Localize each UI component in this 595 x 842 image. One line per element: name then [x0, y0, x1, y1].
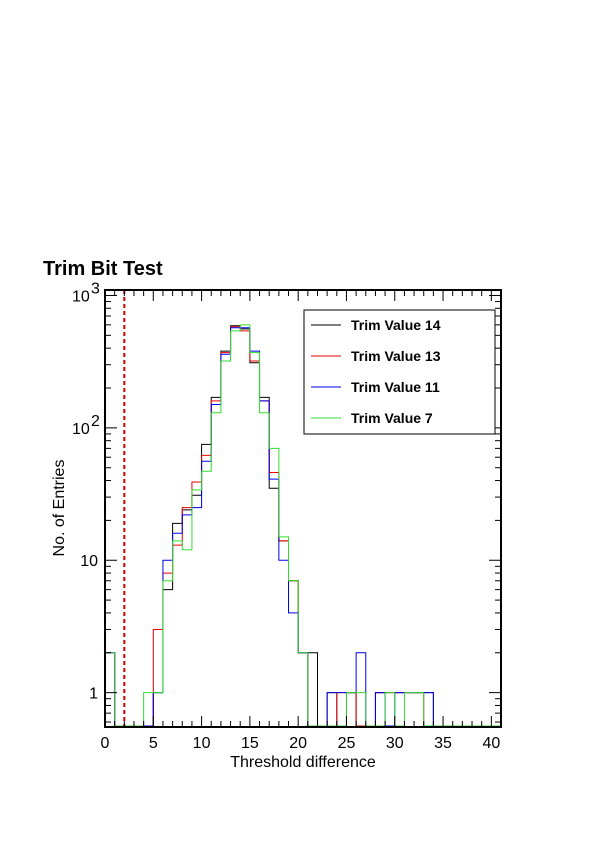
x-tick-label: 20: [289, 735, 307, 752]
x-axis-label: Threshold difference: [230, 754, 376, 771]
y-tick-exponent: 2: [91, 413, 100, 430]
chart-title: Trim Bit Test: [43, 258, 163, 280]
x-tick-label: 0: [101, 735, 110, 752]
x-tick-label: 15: [241, 735, 259, 752]
x-tick-label: 25: [338, 735, 356, 752]
legend-entry-3: Trim Value 11: [351, 379, 440, 395]
x-tick-label: 30: [386, 735, 404, 752]
x-tick-label: 5: [149, 735, 158, 752]
legend: Trim Value 14 Trim Value 13 Trim Value 11 T…: [303, 309, 496, 435]
y-axis-label: No. of Entries: [51, 460, 68, 557]
axis-ticks: [104, 290, 502, 727]
legend-entry-2: Trim Value 13: [351, 348, 441, 364]
plot-frame: [104, 289, 502, 728]
y-tick-label: 10: [72, 288, 90, 305]
series-line-4: [105, 324, 501, 727]
legend-box: [303, 309, 496, 435]
x-tick-label: 40: [482, 735, 500, 752]
legend-entry-4: Trim Value 7: [351, 410, 433, 426]
legend-entry-1: Trim Value 14: [351, 317, 441, 333]
y-tick-label: 10: [72, 421, 90, 438]
y-tick-label: 1: [89, 686, 98, 703]
x-tick-labels: 0 5 10 15 20 25 30 35 40: [101, 735, 501, 752]
histogram-series-group: [105, 324, 501, 727]
series-4: [105, 324, 501, 727]
y-tick-label: 10: [80, 553, 98, 570]
y-tick-exponent: 3: [91, 280, 100, 297]
x-tick-label: 35: [434, 735, 452, 752]
x-tick-label: 10: [193, 735, 211, 752]
